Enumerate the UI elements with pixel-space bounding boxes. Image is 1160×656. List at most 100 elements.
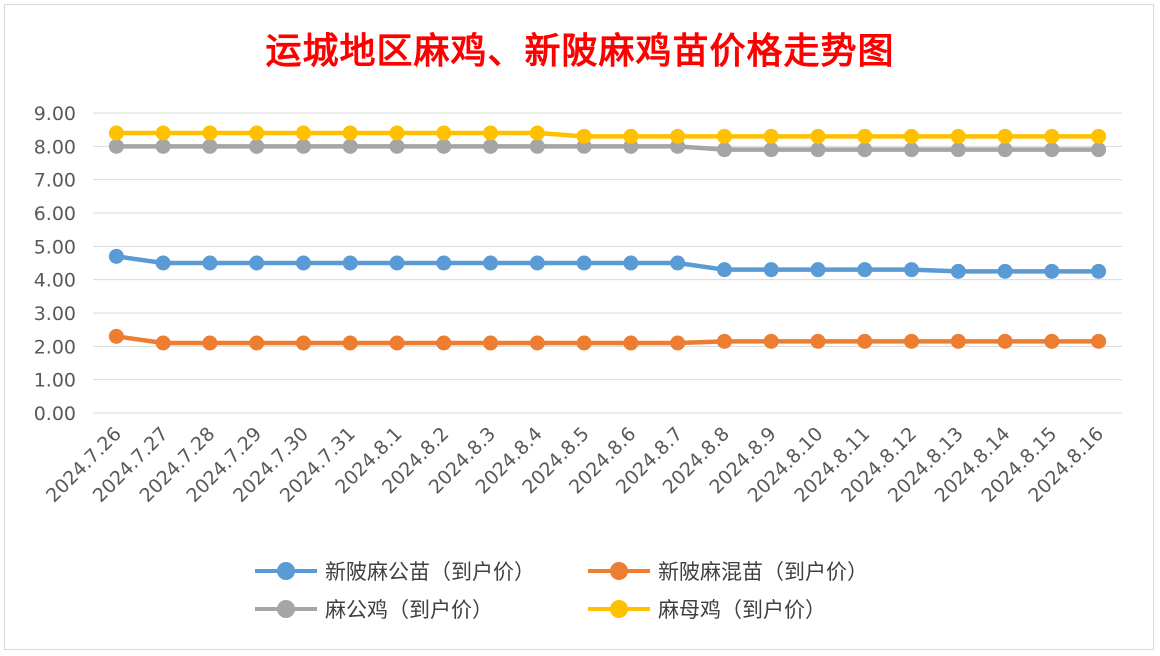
data-point-s1-20	[1044, 333, 1060, 349]
data-point-s0-1	[155, 255, 171, 271]
data-point-s0-19	[997, 263, 1013, 279]
data-point-s2-3	[249, 138, 265, 154]
data-point-s3-6	[389, 125, 405, 141]
data-point-s0-10	[576, 255, 592, 271]
y-tick-label-0: 0.00	[34, 403, 76, 425]
legend-marker-series-1	[588, 561, 650, 581]
data-point-s3-19	[997, 128, 1013, 144]
data-point-s2-14	[763, 142, 779, 158]
data-point-s3-13	[716, 128, 732, 144]
data-point-s2-0	[108, 138, 124, 154]
data-point-s2-8	[483, 138, 499, 154]
data-point-s0-11	[623, 255, 639, 271]
data-point-s1-10	[576, 335, 592, 351]
chart-title: 运城地区麻鸡、新陂麻鸡苗价格走势图	[265, 30, 895, 72]
data-point-s3-2	[202, 125, 218, 141]
legend-label-series-1: 新陂麻混苗（到户价）	[658, 560, 868, 584]
data-point-s1-21	[1091, 333, 1107, 349]
data-point-s2-6	[389, 138, 405, 154]
y-tick-label-5: 5.00	[34, 236, 76, 258]
series-line-0	[114, 254, 1101, 274]
data-point-s3-4	[295, 125, 311, 141]
data-point-s3-21	[1091, 128, 1107, 144]
data-point-s0-21	[1091, 263, 1107, 279]
data-point-s1-17	[904, 333, 920, 349]
legend-marker-series-3	[588, 599, 650, 619]
y-tick-label-4: 4.00	[34, 270, 76, 292]
legend-label-series-2: 麻公鸡（到户价）	[325, 598, 493, 622]
data-point-s3-8	[483, 125, 499, 141]
legend-item-series-1: 新陂麻混苗（到户价）	[588, 556, 868, 586]
data-point-s1-8	[483, 335, 499, 351]
data-point-s1-12	[670, 335, 686, 351]
data-point-s0-12	[670, 255, 686, 271]
data-point-s0-17	[904, 262, 920, 278]
data-point-s0-3	[249, 255, 265, 271]
data-point-s3-7	[436, 125, 452, 141]
data-point-s1-11	[623, 335, 639, 351]
data-point-s0-9	[529, 255, 545, 271]
data-point-s0-6	[389, 255, 405, 271]
data-point-s1-0	[108, 328, 124, 344]
data-point-s1-2	[202, 335, 218, 351]
data-point-s0-13	[716, 262, 732, 278]
data-point-s3-20	[1044, 128, 1060, 144]
data-point-s3-14	[763, 128, 779, 144]
legend-marker-series-2	[255, 599, 317, 619]
data-point-s2-15	[810, 142, 826, 158]
data-point-s3-17	[904, 128, 920, 144]
data-point-s2-16	[857, 142, 873, 158]
data-point-s1-1	[155, 335, 171, 351]
data-point-s1-18	[950, 333, 966, 349]
legend-label-series-0: 新陂麻公苗（到户价）	[325, 560, 535, 584]
data-point-s1-4	[295, 335, 311, 351]
data-point-s1-19	[997, 333, 1013, 349]
data-point-s0-5	[342, 255, 358, 271]
y-tick-label-9: 9.00	[34, 103, 76, 125]
data-point-s2-5	[342, 138, 358, 154]
data-point-s2-17	[904, 142, 920, 158]
data-point-s0-20	[1044, 263, 1060, 279]
data-point-s2-7	[436, 138, 452, 154]
data-point-s3-12	[670, 128, 686, 144]
data-point-s1-9	[529, 335, 545, 351]
legend-item-series-2: 麻公鸡（到户价）	[255, 594, 493, 624]
legend-item-series-0: 新陂麻公苗（到户价）	[255, 556, 535, 586]
data-point-s0-15	[810, 262, 826, 278]
legend-label-series-3: 麻母鸡（到户价）	[658, 598, 826, 622]
data-point-s0-7	[436, 255, 452, 271]
y-tick-label-7: 7.00	[34, 170, 76, 192]
series-line-3	[114, 130, 1101, 139]
data-point-s2-19	[997, 142, 1013, 158]
data-point-s2-1	[155, 138, 171, 154]
data-point-s1-3	[249, 335, 265, 351]
data-point-s0-4	[295, 255, 311, 271]
data-point-s3-3	[249, 125, 265, 141]
data-point-s3-15	[810, 128, 826, 144]
data-point-s2-18	[950, 142, 966, 158]
data-point-s2-21	[1091, 142, 1107, 158]
legend-item-series-3: 麻母鸡（到户价）	[588, 594, 826, 624]
y-tick-label-8: 8.00	[34, 136, 76, 158]
data-point-s0-16	[857, 262, 873, 278]
data-point-s3-11	[623, 128, 639, 144]
data-point-s3-16	[857, 128, 873, 144]
data-point-s3-5	[342, 125, 358, 141]
series-line-2	[114, 144, 1101, 152]
y-tick-label-3: 3.00	[34, 303, 76, 325]
y-tick-label-1: 1.00	[34, 370, 76, 392]
data-point-s2-2	[202, 138, 218, 154]
data-point-s2-20	[1044, 142, 1060, 158]
data-point-s0-8	[483, 255, 499, 271]
data-point-s3-1	[155, 125, 171, 141]
data-point-s1-6	[389, 335, 405, 351]
legend-marker-series-0	[255, 561, 317, 581]
data-point-s2-13	[716, 142, 732, 158]
data-point-s1-5	[342, 335, 358, 351]
data-point-s1-15	[810, 333, 826, 349]
chart-frame	[4, 4, 1154, 650]
data-point-s0-14	[763, 262, 779, 278]
data-point-s1-14	[763, 333, 779, 349]
data-point-s1-16	[857, 333, 873, 349]
